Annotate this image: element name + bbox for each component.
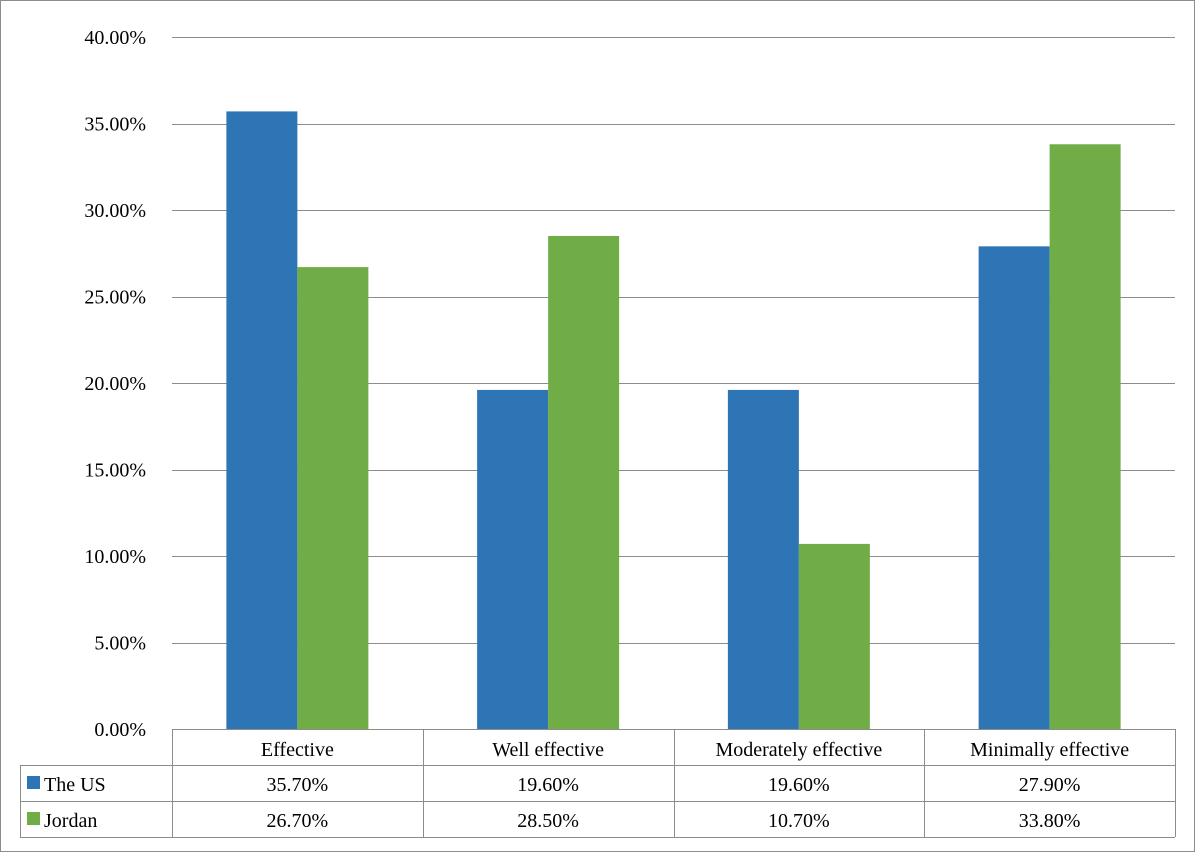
data-value: 26.70% — [267, 810, 329, 832]
data-value: 10.70% — [768, 810, 830, 832]
data-table: Effective Well effective Moderately effect… — [20, 729, 1176, 838]
legend-key-the-us — [27, 776, 40, 789]
data-value: 19.60% — [768, 774, 830, 796]
bars — [226, 111, 1121, 729]
y-tick-label: 30.00% — [84, 200, 146, 222]
bar-the-us — [226, 111, 298, 729]
y-tick-label: 10.00% — [84, 546, 146, 568]
y-tick-label: 35.00% — [84, 114, 146, 136]
series-name: The US — [44, 774, 106, 796]
legend-key-jordan — [27, 812, 40, 825]
bar-jordan — [297, 267, 369, 729]
y-tick-label: 15.00% — [84, 460, 146, 482]
y-tick-label: 25.00% — [84, 287, 146, 309]
category-label: Moderately effective — [715, 739, 882, 761]
data-value: 28.50% — [517, 810, 579, 832]
data-value: 35.70% — [267, 774, 329, 796]
y-axis-ticks: 0.00% 5.00% 10.00% 15.00% 20.00% 25.00% 30.00%… — [84, 27, 146, 741]
y-tick-label: 0.00% — [94, 719, 146, 741]
bar-the-us — [477, 389, 549, 729]
y-tick-label: 20.00% — [84, 373, 146, 395]
category-label: Minimally effective — [970, 739, 1129, 761]
bar-jordan — [1049, 144, 1121, 729]
data-value: 27.90% — [1019, 774, 1081, 796]
y-tick-label: 5.00% — [94, 633, 146, 655]
bar-jordan — [548, 235, 620, 729]
bar-the-us — [978, 246, 1050, 729]
series-name: Jordan — [44, 810, 97, 832]
bar-jordan — [798, 543, 870, 729]
y-tick-label: 40.00% — [84, 27, 146, 49]
data-value: 19.60% — [517, 774, 579, 796]
data-value: 33.80% — [1019, 810, 1081, 832]
category-label: Well effective — [492, 739, 604, 761]
bar-the-us — [727, 389, 799, 729]
category-label: Effective — [261, 739, 334, 761]
